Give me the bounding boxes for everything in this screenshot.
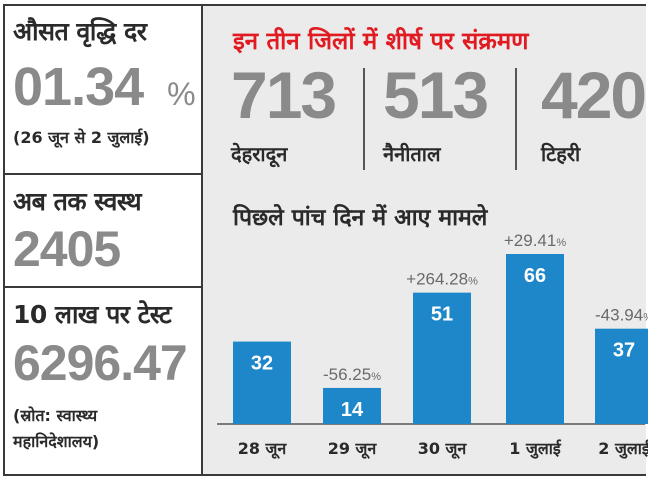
x-tick-label: 30 जून: [418, 439, 468, 459]
recovered-label: अब तक स्वस्थ: [13, 187, 142, 216]
left-stats-panel: औसत वृद्धि दर 01.34 % (26 जून से 2 जुलाई…: [5, 6, 201, 474]
district-dehradun: 713 देहरादून: [231, 58, 337, 172]
source-line-2: महानिदेशालय): [13, 432, 100, 451]
x-tick-label: 1 जुलाई: [509, 439, 562, 459]
x-tick-label: 29 जून: [328, 439, 378, 459]
district-tehri: 420 टिहरी: [541, 58, 647, 172]
change-label: -56.25%: [323, 365, 381, 384]
bar: [323, 387, 381, 424]
change-unit: %: [643, 312, 648, 324]
growth-rate-unit: %: [167, 76, 195, 112]
district-separator: [363, 68, 365, 170]
district-nainital: 513 नैनीताल: [383, 58, 489, 172]
district-name: देहरादून: [231, 142, 288, 166]
bar-value-label: 14: [341, 399, 364, 421]
change-label: -43.94%: [595, 306, 648, 325]
chart-title: पिछले पांच दिन में आए मामले: [233, 205, 488, 231]
growth-rate-value: 01.34 %: [13, 56, 196, 118]
district-value: 513: [383, 58, 489, 132]
bar: [506, 254, 564, 424]
change-unit: %: [556, 237, 566, 249]
district-name: नैनीताल: [383, 142, 441, 166]
growth-rate-label: औसत वृद्धि दर: [13, 17, 147, 46]
x-tick-label: 28 जून: [238, 439, 288, 459]
district-separator: [515, 68, 517, 170]
bar-value-label: 51: [431, 304, 453, 326]
source-line-1: (स्रोत: स्वास्थ्य: [13, 406, 98, 425]
infographic-frame: औसत वृद्धि दर 01.34 % (26 जून से 2 जुलाई…: [3, 4, 648, 476]
change-label: +29.41%: [504, 231, 566, 250]
bar: [595, 328, 648, 424]
x-tick-label: 2 जुलाई: [598, 439, 648, 459]
tests-value: 6296.47: [13, 335, 188, 391]
bar-value-label: 66: [524, 265, 546, 287]
district-value: 420: [541, 58, 647, 132]
recovered-value: 2405: [13, 221, 121, 277]
bar: [233, 341, 291, 424]
growth-rate-number: 01.34: [13, 57, 144, 117]
change-label: +264.28%: [406, 270, 478, 289]
district-value: 713: [231, 58, 337, 132]
divider: [5, 286, 201, 288]
growth-rate-period: (26 जून से 2 जुलाई): [13, 128, 150, 147]
divider: [5, 173, 201, 175]
top-districts-title: इन तीन जिलों में शीर्ष पर संक्रमण: [233, 27, 529, 55]
tests-label: 10 लाख पर टेस्ट: [13, 300, 172, 329]
change-unit: %: [468, 276, 478, 288]
bar-chart: 32 28 जून 14 -56.25% 29 जून 51 +264.28% 30 जून 6…: [217, 231, 648, 459]
bar-value-label: 32: [251, 353, 273, 375]
change-unit: %: [371, 371, 381, 383]
bar: [413, 292, 471, 424]
bar-value-label: 37: [613, 340, 635, 362]
district-name: टिहरी: [541, 142, 581, 166]
right-panel: इन तीन जिलों में शीर्ष पर संक्रमण 713 दे…: [201, 6, 648, 474]
